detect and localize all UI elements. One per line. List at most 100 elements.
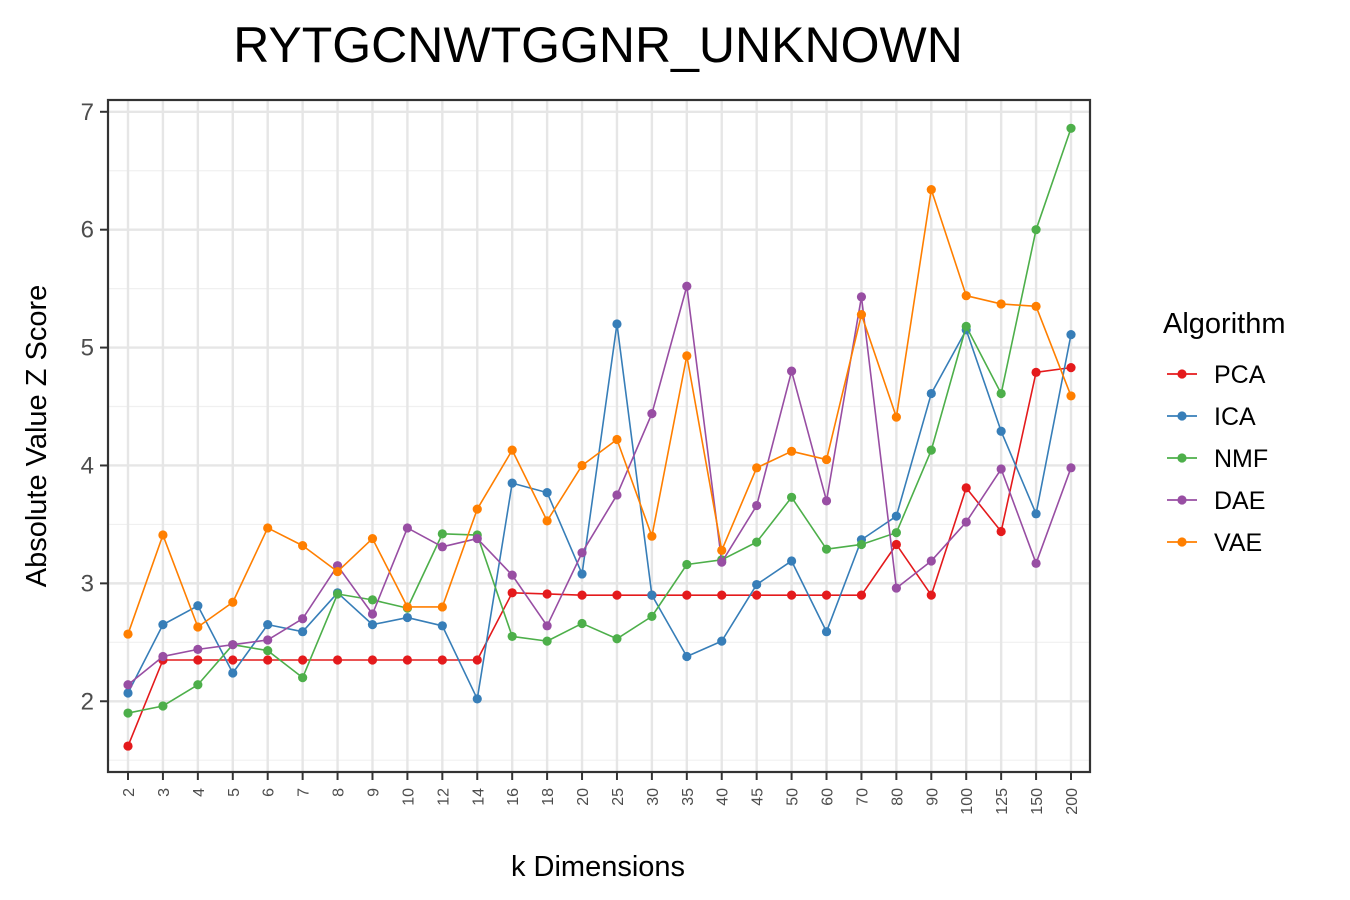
x-tick-label: 4 bbox=[191, 788, 208, 797]
data-point-dae bbox=[996, 464, 1006, 474]
data-point-ica bbox=[472, 694, 482, 704]
data-point-pca bbox=[926, 590, 936, 600]
series-layer bbox=[123, 123, 1076, 751]
x-tick-label: 18 bbox=[540, 788, 557, 806]
data-point-ica bbox=[298, 627, 308, 637]
legend-marker-vae bbox=[1177, 537, 1187, 547]
y-tick-label: 7 bbox=[81, 99, 94, 126]
data-point-nmf bbox=[647, 611, 657, 621]
data-point-dae bbox=[717, 557, 727, 567]
data-point-nmf bbox=[123, 708, 133, 718]
data-point-dae bbox=[298, 614, 308, 624]
x-tick-label: 150 bbox=[1029, 788, 1046, 815]
data-point-nmf bbox=[891, 528, 901, 538]
data-point-ica bbox=[193, 601, 203, 611]
data-point-ica bbox=[402, 612, 413, 623]
data-point-nmf bbox=[926, 445, 936, 455]
data-point-pca bbox=[577, 590, 587, 600]
data-point-vae bbox=[1066, 391, 1076, 401]
data-point-dae bbox=[263, 635, 273, 645]
x-tick-label: 14 bbox=[470, 788, 487, 806]
series-ica bbox=[123, 319, 1076, 704]
data-point-nmf bbox=[577, 618, 587, 629]
data-point-pca bbox=[507, 588, 517, 598]
series-line-vae bbox=[127, 188, 1072, 635]
data-point-dae bbox=[437, 542, 447, 552]
data-point-nmf bbox=[821, 544, 832, 554]
x-tick-label: 10 bbox=[400, 788, 417, 806]
y-tick-label: 6 bbox=[81, 217, 94, 244]
data-point-pca bbox=[612, 590, 622, 600]
x-tick-label: 60 bbox=[820, 788, 837, 806]
x-tick-label: 16 bbox=[505, 788, 522, 806]
legend-item-pca: PCA bbox=[1167, 361, 1266, 389]
legend-label-vae: VAE bbox=[1214, 529, 1262, 557]
legend-label-dae: DAE bbox=[1214, 487, 1265, 515]
data-point-vae bbox=[472, 504, 482, 514]
data-point-pca bbox=[856, 590, 867, 600]
data-point-ica bbox=[786, 556, 797, 566]
x-tick-label: 30 bbox=[645, 788, 662, 806]
data-point-vae bbox=[507, 445, 517, 455]
x-tick-label: 12 bbox=[435, 788, 452, 806]
chart-title: RYTGCNWTGGNR_UNKNOWN bbox=[233, 17, 963, 73]
data-point-dae bbox=[612, 490, 622, 500]
data-point-vae bbox=[647, 531, 657, 541]
data-point-vae bbox=[717, 545, 727, 555]
legend-label-nmf: NMF bbox=[1214, 445, 1268, 473]
data-point-vae bbox=[263, 523, 273, 533]
data-point-vae bbox=[856, 309, 867, 320]
legend: Algorithm PCA ICA NMF DAE VAE bbox=[1163, 308, 1286, 557]
data-point-vae bbox=[996, 299, 1006, 309]
data-point-nmf bbox=[158, 701, 168, 711]
data-point-dae bbox=[682, 281, 692, 291]
series-vae bbox=[123, 185, 1076, 639]
data-point-pca bbox=[402, 655, 413, 665]
data-point-pca bbox=[123, 741, 133, 751]
data-point-nmf bbox=[298, 673, 308, 683]
series-dae bbox=[123, 281, 1076, 690]
x-tick-label: 25 bbox=[610, 788, 627, 806]
data-point-nmf bbox=[961, 321, 971, 331]
x-tick-label: 90 bbox=[924, 788, 941, 806]
data-point-dae bbox=[402, 523, 413, 533]
x-tick-label: 125 bbox=[994, 788, 1011, 815]
data-point-nmf bbox=[682, 559, 692, 570]
data-point-nmf bbox=[263, 645, 273, 656]
legend-title: Algorithm bbox=[1163, 308, 1286, 340]
data-point-nmf bbox=[612, 634, 622, 644]
legend-marker-nmf bbox=[1177, 453, 1187, 463]
x-tick-label: 6 bbox=[261, 788, 278, 797]
data-point-dae bbox=[926, 556, 936, 566]
y-tick-label: 3 bbox=[81, 570, 94, 597]
data-point-nmf bbox=[786, 492, 797, 502]
data-point-vae bbox=[367, 533, 378, 544]
data-point-nmf bbox=[193, 680, 203, 690]
data-point-dae bbox=[158, 651, 168, 662]
data-point-nmf bbox=[507, 631, 517, 642]
data-point-ica bbox=[577, 569, 587, 579]
data-point-pca bbox=[263, 655, 273, 665]
data-point-vae bbox=[402, 602, 413, 612]
data-point-vae bbox=[158, 530, 168, 540]
data-point-ica bbox=[1066, 330, 1076, 340]
data-point-nmf bbox=[542, 636, 552, 646]
data-point-vae bbox=[437, 602, 447, 612]
data-point-pca bbox=[996, 526, 1006, 537]
data-point-dae bbox=[1031, 558, 1041, 568]
series-line-ica bbox=[127, 323, 1072, 700]
x-tick-label: 70 bbox=[854, 788, 871, 806]
data-point-pca bbox=[717, 590, 727, 600]
x-tick-label: 200 bbox=[1064, 788, 1081, 815]
data-point-ica bbox=[123, 688, 133, 698]
series-line-dae bbox=[127, 285, 1072, 686]
data-point-dae bbox=[367, 609, 378, 619]
data-point-nmf bbox=[856, 539, 867, 550]
data-point-dae bbox=[821, 496, 832, 506]
legend-label-ica: ICA bbox=[1214, 403, 1256, 431]
data-point-ica bbox=[367, 620, 378, 630]
y-tick-label: 5 bbox=[81, 335, 94, 362]
data-point-ica bbox=[996, 426, 1006, 436]
x-tick-label: 45 bbox=[750, 788, 767, 806]
data-point-ica bbox=[752, 579, 762, 590]
